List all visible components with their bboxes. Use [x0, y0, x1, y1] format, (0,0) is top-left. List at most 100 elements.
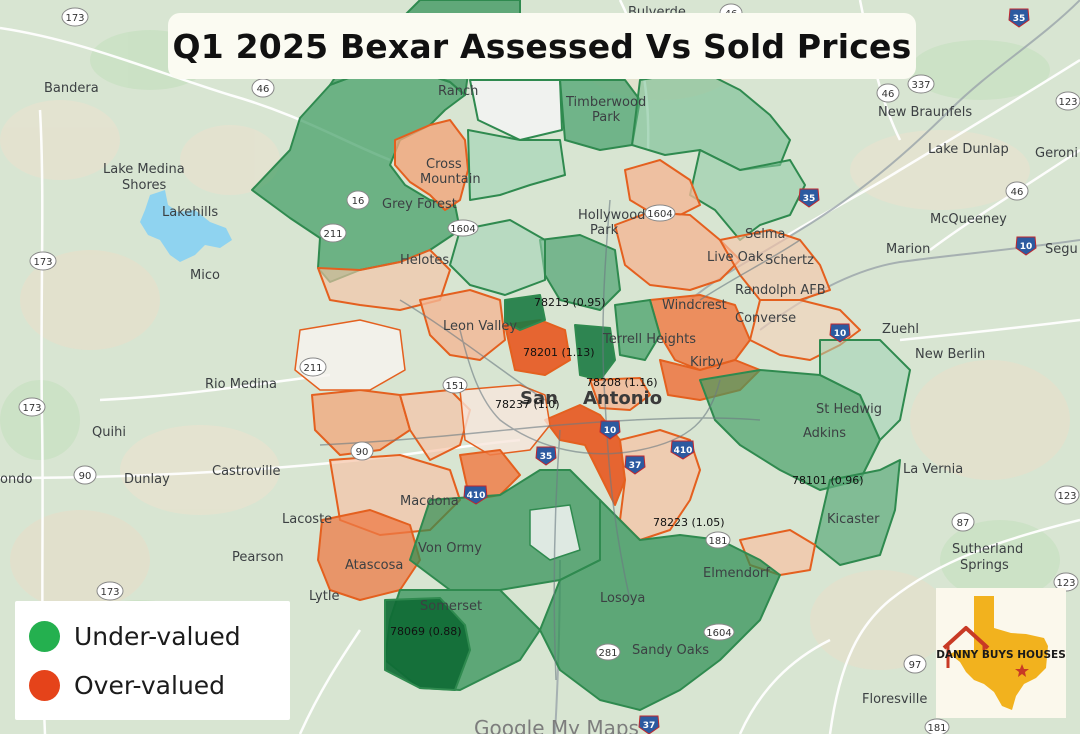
svg-text:10: 10	[834, 329, 847, 339]
place-grey-forest: Grey Forest	[382, 197, 457, 212]
place-helotes: Helotes	[400, 253, 449, 268]
page-title: Q1 2025 Bexar Assessed Vs Sold Prices	[172, 26, 912, 66]
place-floresville: Floresville	[862, 692, 927, 707]
place-new-berlin: New Berlin	[915, 347, 985, 362]
svg-text:123: 123	[1058, 97, 1077, 108]
interstate-410b: 410	[463, 485, 488, 505]
medina-lake	[140, 190, 232, 262]
shield-87: 87	[951, 512, 975, 532]
svg-text:123: 123	[1057, 491, 1076, 502]
zip-region-central-green	[574, 324, 616, 381]
zip-label-78101[interactable]: 78101 (0.96)	[792, 474, 864, 487]
shield-173b: 173	[29, 251, 57, 271]
place-lacoste: Lacoste	[282, 512, 332, 527]
legend: Under-valued Over-valued	[15, 601, 290, 720]
shield-1604c: 1604	[644, 204, 676, 222]
zip-region-kicaster	[814, 459, 901, 566]
svg-text:337: 337	[911, 80, 930, 91]
zip-label-78237[interactable]: 78237 (1.0)	[495, 398, 560, 411]
interstate-10a: 10	[1015, 236, 1037, 256]
place-la-vernia: La Vernia	[903, 462, 963, 477]
zip-label-78223[interactable]: 78223 (1.05)	[653, 516, 725, 529]
zip-region-north-mid	[467, 129, 566, 201]
place-atascosa: Atascosa	[345, 558, 403, 573]
zip-region-st-hedwig	[819, 339, 911, 441]
interstate-410a: 410	[670, 440, 695, 460]
shield-90b: 90	[350, 441, 374, 461]
place-dunlay: Dunlay	[124, 472, 170, 487]
zip-label-78201[interactable]: 78201 (1.13)	[523, 346, 595, 359]
zip-region-78069	[384, 597, 471, 691]
svg-text:211: 211	[323, 229, 342, 240]
place-condo: ondo	[0, 472, 32, 487]
place-adkins: Adkins	[803, 426, 846, 441]
interstate-37: 37	[624, 455, 646, 475]
place-mico: Mico	[190, 268, 220, 283]
svg-text:90: 90	[79, 471, 92, 482]
legend-swatch-over-valued	[29, 670, 60, 701]
place-new-braunfels: New Braunfels	[878, 105, 972, 120]
shield-46c: 46	[1005, 181, 1029, 201]
svg-text:35: 35	[540, 452, 553, 462]
shield-1604a: 1604	[447, 219, 479, 237]
shield-173d: 173	[96, 581, 124, 601]
zip-region-ne2	[689, 149, 806, 241]
svg-text:10: 10	[1020, 242, 1033, 252]
svg-text:16: 16	[352, 196, 365, 207]
svg-text:46: 46	[882, 89, 895, 100]
shield-123b: 123	[1054, 485, 1080, 505]
interstate-37b: 37	[638, 715, 660, 734]
svg-text:211: 211	[303, 363, 322, 374]
legend-swatch-under-valued	[29, 621, 60, 652]
zip-region-cross-mountain	[394, 119, 469, 211]
place-cross-mountain-1: Cross	[426, 157, 462, 172]
svg-text:181: 181	[927, 723, 946, 734]
legend-label-over-valued: Over-valued	[74, 671, 226, 700]
place-castroville: Castroville	[212, 464, 280, 479]
overlay-roads	[319, 199, 801, 681]
svg-text:151: 151	[445, 381, 464, 392]
svg-text:97: 97	[909, 660, 922, 671]
shield-97: 97	[903, 654, 927, 674]
place-bandera: Bandera	[44, 81, 99, 96]
place-kirby: Kirby	[690, 355, 724, 370]
place-ranch: Ranch	[438, 84, 478, 99]
place-somerset: Somerset	[420, 599, 482, 614]
svg-text:35: 35	[1013, 14, 1026, 24]
place-terrell-heights: Terrell Heights	[602, 332, 696, 347]
place-losoya: Losoya	[600, 591, 645, 606]
zip-label-78208[interactable]: 78208 (1.16)	[586, 376, 658, 389]
svg-text:173: 173	[22, 403, 41, 414]
interstate-35a: 35	[1008, 8, 1030, 28]
place-sutherland-2: Springs	[960, 558, 1009, 573]
zip-ratio-labels: 78213 (0.95) 78201 (1.13) 78208 (1.16) 7…	[390, 296, 864, 638]
road-shields: 173 46 173 211 16 1604 211 151 90 90 173…	[18, 3, 1080, 734]
svg-text:173: 173	[65, 13, 84, 24]
interstate-10b: 10	[829, 323, 851, 343]
place-hollywood-1: Hollywood	[578, 208, 645, 223]
house-roof-icon	[942, 626, 990, 650]
place-labels: Bandera Lake Medina Shores Lakehills Mic…	[0, 5, 1078, 707]
svg-text:410: 410	[674, 446, 693, 456]
interstate-10c: 10	[599, 420, 621, 440]
svg-text:181: 181	[708, 536, 727, 547]
zip-label-78213[interactable]: 78213 (0.95)	[534, 296, 606, 309]
logo-text: DANNY BUYS HOUSES	[936, 649, 1066, 661]
shield-281: 281	[595, 643, 621, 661]
place-lytle: Lytle	[309, 589, 339, 604]
place-randolph-afb: Randolph AFB	[735, 283, 826, 298]
map-title-box: Q1 2025 Bexar Assessed Vs Sold Prices	[168, 13, 916, 79]
interstate-35c: 35	[535, 446, 557, 466]
place-live-oak: Live Oak	[707, 250, 764, 265]
zip-label-78069[interactable]: 78069 (0.88)	[390, 625, 462, 638]
svg-text:35: 35	[803, 194, 816, 204]
shield-123a: 123	[1055, 91, 1080, 111]
place-seguin: Segu	[1045, 242, 1078, 257]
place-von-ormy: Von Ormy	[418, 541, 482, 556]
place-macdona: Macdona	[400, 494, 459, 509]
place-quihi: Quihi	[92, 425, 126, 440]
svg-text:1604: 1604	[450, 224, 475, 235]
svg-text:87: 87	[957, 518, 970, 529]
place-timberwood-1: Timberwood	[565, 95, 646, 110]
